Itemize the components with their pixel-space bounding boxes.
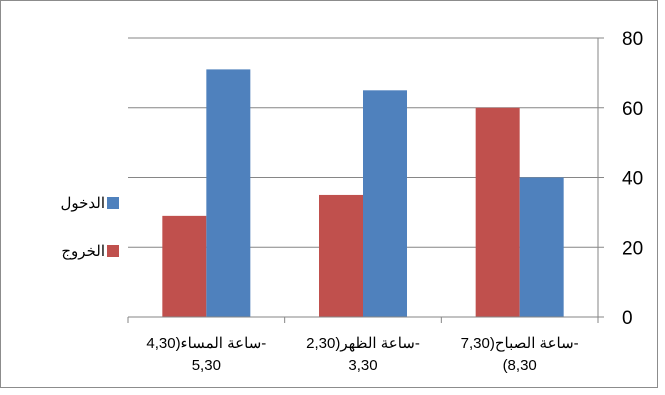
y-tick-label: 60 [622,99,643,120]
y-tick-label: 0 [622,308,633,329]
x-tick-label: ساعة الظهر(2,30- 3,30 [306,335,420,374]
bar-entry [519,177,564,317]
legend-swatch [107,197,119,209]
bar-exit [162,215,207,317]
y-tick-label: 20 [622,238,643,259]
legend-swatch [107,245,119,257]
legend: الدخول الخروج [60,195,119,260]
x-tick-label-line: 5,30 [192,357,221,374]
y-tick-labels: 0 20 40 60 80 [622,29,643,329]
legend-label: الخروج [61,243,105,260]
x-tick-label-line: ساعة الظهر(2,30- [306,335,420,352]
x-tick-label-line: 3,30 [348,357,377,374]
y-tick-label: 80 [622,29,643,50]
bars [162,69,564,317]
x-tick-label: ساعة الصباح(7,30- (8,30 [461,335,579,374]
x-tick-label-line: ساعة الصباح(7,30- [461,335,579,352]
bar-exit [475,107,520,317]
legend-label: الدخول [60,195,105,212]
bar-entry [363,90,407,317]
y-tick-label: 40 [622,169,643,190]
axes [127,37,604,323]
bar-entry [206,69,251,317]
x-tick-label-line: ساعة المساء(4,30- [146,335,266,352]
x-tick-labels: ساعة المساء(4,30- 5,30 ساعة الظهر(2,30- 3,3… [146,335,578,374]
x-tick-label: ساعة المساء(4,30- 5,30 [146,335,266,374]
bar-exit [319,194,363,317]
x-tick-label-line: (8,30 [503,357,537,374]
